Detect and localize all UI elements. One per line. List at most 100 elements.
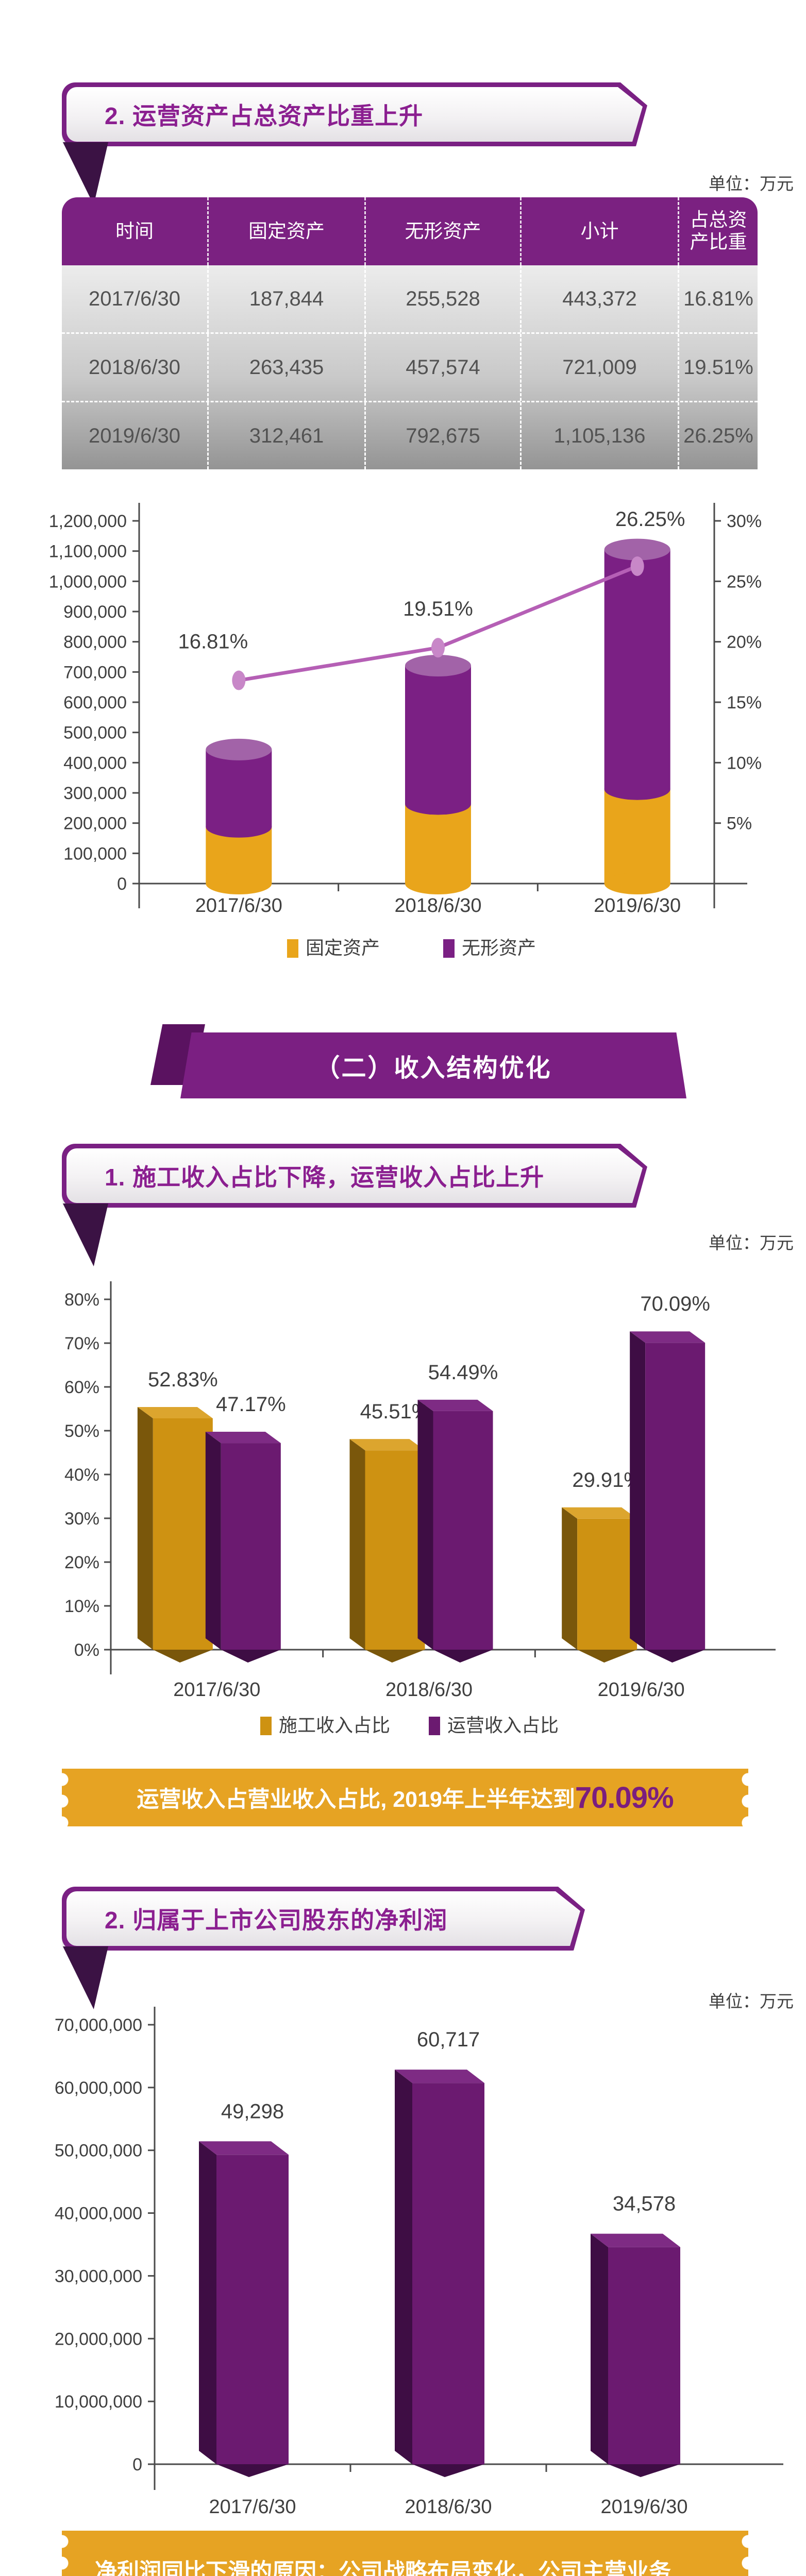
table-cell: 16.81% (683, 287, 753, 310)
left-axis-label: 20,000,000 (55, 2329, 142, 2349)
header-banner-3-inner: 2. 归属于上市公司股东的净利润 (66, 1891, 580, 1946)
bar-front-face (216, 2155, 289, 2464)
bar-top-cap (206, 738, 272, 760)
left-axis-label: 900,000 (63, 602, 127, 622)
x-axis-label: 2017/6/30 (173, 1679, 260, 1701)
left-axis-label: 0 (132, 2455, 142, 2475)
right-axis-label: 25% (727, 572, 762, 591)
header-banner-1-inner: 2. 运营资产占总资产比重上升 (66, 87, 643, 142)
x-axis-label: 2018/6/30 (385, 1679, 473, 1701)
bar-bottom-cap (405, 873, 471, 894)
header-banner-1: 2. 运营资产占总资产比重上升 (62, 82, 647, 146)
bar-intangible-assets (604, 549, 670, 789)
callout-text-line1: 净利润同比下滑的原因：公司战略布局变化，公司主营业务 (95, 2560, 671, 2576)
bar-top-face (395, 2070, 484, 2083)
section-ribbon-title: （二）收入结构优化 (315, 1055, 552, 1082)
callout-banner-2: 净利润同比下滑的原因：公司战略布局变化，公司主营业务 收入结构调整，由环境产业建… (62, 2531, 748, 2576)
left-axis-label: 40,000,000 (55, 2204, 142, 2224)
table-cell: 263,435 (209, 334, 366, 401)
bar-front-face (221, 1443, 281, 1650)
unit-label: 单位：万元 (709, 1992, 794, 2011)
bar-side-face (562, 1507, 578, 1650)
ribbon-fold (63, 1946, 108, 2009)
bar-bottom-wedge (608, 2464, 680, 2477)
table-cell: 255,528 (366, 265, 522, 332)
left-axis-label: 10,000,000 (55, 2392, 142, 2412)
bar-side-face (349, 1439, 365, 1650)
bar-front-face (153, 1418, 213, 1650)
bar-side-face (199, 2141, 216, 2464)
left-axis-label: 60,000,000 (55, 2078, 142, 2098)
bar-top-face (205, 1432, 281, 1444)
callout-text: 运营收入占营业收入占比, 2019年上半年达到 (137, 1787, 575, 1812)
bar-side-face (205, 1432, 221, 1650)
table-header-cell: 无形资产 (366, 197, 522, 265)
legend-swatch (429, 1717, 440, 1735)
legend-label: 固定资产 (306, 937, 380, 958)
right-axis-label: 30% (727, 512, 762, 531)
legend-swatch (260, 1717, 272, 1735)
table-header-cell: 小计 (522, 197, 679, 265)
bar-data-label: 60,717 (417, 2028, 480, 2051)
bar-top-face (417, 1399, 493, 1411)
unit-label: 单位：万元 (709, 174, 794, 193)
bar-data-label: 49,298 (221, 2100, 284, 2123)
x-axis-label: 2018/6/30 (394, 895, 481, 917)
bar-top-face (591, 2233, 680, 2247)
bar-top-cap (604, 538, 670, 561)
bar-data-label: 34,578 (613, 2193, 676, 2215)
bar-top-face (630, 1331, 706, 1343)
left-axis-label: 60% (64, 1378, 99, 1397)
left-axis-label: 80% (64, 1290, 99, 1310)
legend-label: 施工收入占比 (279, 1715, 390, 1736)
legend-swatch (287, 939, 298, 958)
bar-bottom-cap (604, 873, 670, 894)
assets-table: 时间 固定资产 无形资产 小计 占总资产比重 2017/6/30 187,844 255,5… (62, 197, 758, 469)
bar-bottom-wedge (412, 2464, 484, 2477)
x-axis-label: 2019/6/30 (594, 895, 681, 917)
legend-swatch (443, 939, 455, 958)
table-cell: 26.25% (683, 424, 753, 447)
bar-bottom-wedge (577, 1650, 637, 1663)
left-axis-label: 70,000,000 (55, 2015, 142, 2035)
table-cell: 457,574 (366, 334, 522, 401)
legend-label: 运营收入占比 (447, 1715, 559, 1736)
bar-front-face (365, 1450, 425, 1650)
left-axis-label: 30,000,000 (55, 2266, 142, 2286)
left-axis-label: 600,000 (63, 693, 127, 713)
bar-front-face (645, 1343, 706, 1650)
bar-front-face (433, 1411, 493, 1650)
table-cell: 2018/6/30 (62, 334, 209, 401)
bar-data-label: 52.83% (148, 1368, 218, 1391)
revenue-share-chart: 0% 10% 20% 30% 40% 50% 60% 70% 80% 52.83%47.17% 20… (64, 1281, 776, 1736)
bar-side-face (137, 1406, 153, 1650)
table-cell: 1,105,136 (522, 402, 679, 469)
net-profit-chart: 0 10,000,000 20,000,000 30,000,000 40,000,00… (55, 2007, 783, 2518)
bar-intangible-assets (206, 749, 272, 827)
callout-highlight: 70.09% (575, 1781, 674, 1815)
bar-top-face (349, 1439, 425, 1451)
bar-data-label: 47.17% (216, 1393, 286, 1416)
bar-top-face (137, 1406, 213, 1418)
left-axis-label: 500,000 (63, 723, 127, 743)
table-header-cell: 时间 (62, 197, 209, 265)
left-axis-label: 10% (64, 1597, 99, 1616)
left-axis-label: 40% (64, 1465, 99, 1485)
bar-bottom-wedge (433, 1650, 493, 1663)
left-axis-label: 1,000,000 (49, 572, 127, 591)
section-ribbon: （二）收入结构优化 (180, 1032, 686, 1098)
table-cell: 792,675 (366, 402, 522, 469)
bar-bottom-wedge (221, 1650, 281, 1663)
table-row: 2018/6/30 263,435 457,574 721,009 19.51% (62, 332, 758, 401)
bar-front-face (608, 2247, 680, 2464)
unit-label: 单位：万元 (709, 1233, 794, 1252)
left-axis-label: 0% (74, 1640, 99, 1660)
left-axis-label: 30% (64, 1509, 99, 1529)
x-axis-label: 2019/6/30 (600, 2496, 687, 2518)
bar-side-face (395, 2070, 412, 2464)
bar-bottom-wedge (645, 1650, 706, 1663)
left-axis-label: 20% (64, 1553, 99, 1572)
bar-data-label: 54.49% (428, 1361, 498, 1384)
left-axis-label: 400,000 (63, 753, 127, 773)
